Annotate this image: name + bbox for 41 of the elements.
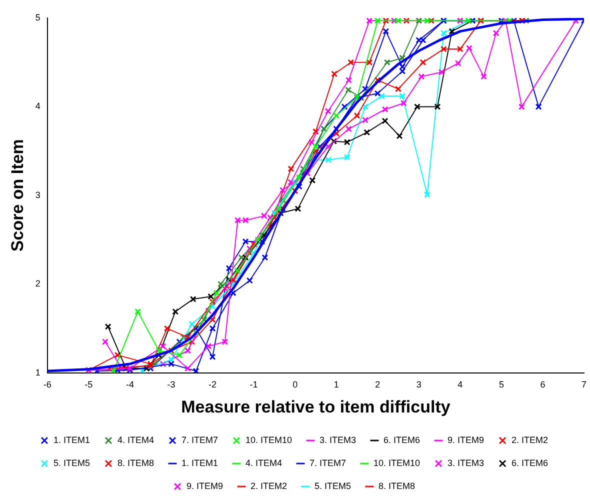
y-tick-label: 5 — [35, 12, 40, 22]
legend-label: 9. ITEM9 — [448, 434, 484, 445]
x-tick-label: 2 — [375, 380, 380, 390]
x-tick-label: -2 — [208, 380, 217, 390]
legend-label: 1. ITEM1 — [181, 458, 218, 468]
legend-label: 2. ITEM2 — [250, 480, 288, 491]
legend-label: 4. ITEM4 — [117, 434, 154, 445]
x-tick-label: 5 — [498, 380, 504, 390]
x-tick-label: 7 — [581, 380, 587, 390]
legend-label: 10. ITEM10 — [245, 434, 292, 445]
x-tick-label: -3 — [167, 380, 176, 390]
legend-label: 5. ITEM5 — [53, 458, 90, 468]
legend-label: 1. ITEM1 — [53, 434, 90, 445]
legend-label: 2. ITEM2 — [512, 434, 548, 445]
legend-label: 7. ITEM7 — [309, 458, 346, 468]
y-tick-label: 1 — [35, 367, 40, 378]
legend-label: 8. ITEM8 — [117, 458, 154, 468]
x-tick-label: 3 — [416, 380, 422, 390]
legend-label: 5. ITEM5 — [314, 480, 352, 491]
legend-label: 3. ITEM3 — [448, 458, 484, 468]
x-axis-title: Measure relative to item difficulty — [181, 397, 451, 416]
legend-label: 7. ITEM7 — [181, 434, 218, 445]
legend-label: 10. ITEM10 — [374, 458, 420, 468]
x-tick-label: 0 — [292, 380, 298, 390]
x-tick-label: 4 — [458, 380, 463, 390]
x-tick-label: 6 — [540, 380, 546, 390]
x-tick-label: -1 — [250, 380, 258, 390]
legend-label: 3. ITEM3 — [320, 434, 356, 445]
y-tick-label: 3 — [35, 190, 40, 200]
legend-label: 8. ITEM8 — [378, 480, 416, 491]
y-tick-label: 2 — [35, 278, 40, 289]
y-axis-title: Score on Item — [8, 139, 27, 252]
x-tick-label: -5 — [84, 380, 93, 390]
legend-label: 6. ITEM6 — [384, 434, 420, 445]
y-tick-label: 4 — [35, 101, 40, 112]
x-tick-label: -4 — [126, 380, 134, 390]
legend-label: 6. ITEM6 — [512, 458, 548, 468]
legend-label: 4. ITEM4 — [245, 458, 282, 468]
legend-label: 9. ITEM9 — [186, 480, 223, 491]
x-tick-label: -6 — [43, 380, 52, 390]
x-tick-label: 1 — [334, 380, 339, 390]
